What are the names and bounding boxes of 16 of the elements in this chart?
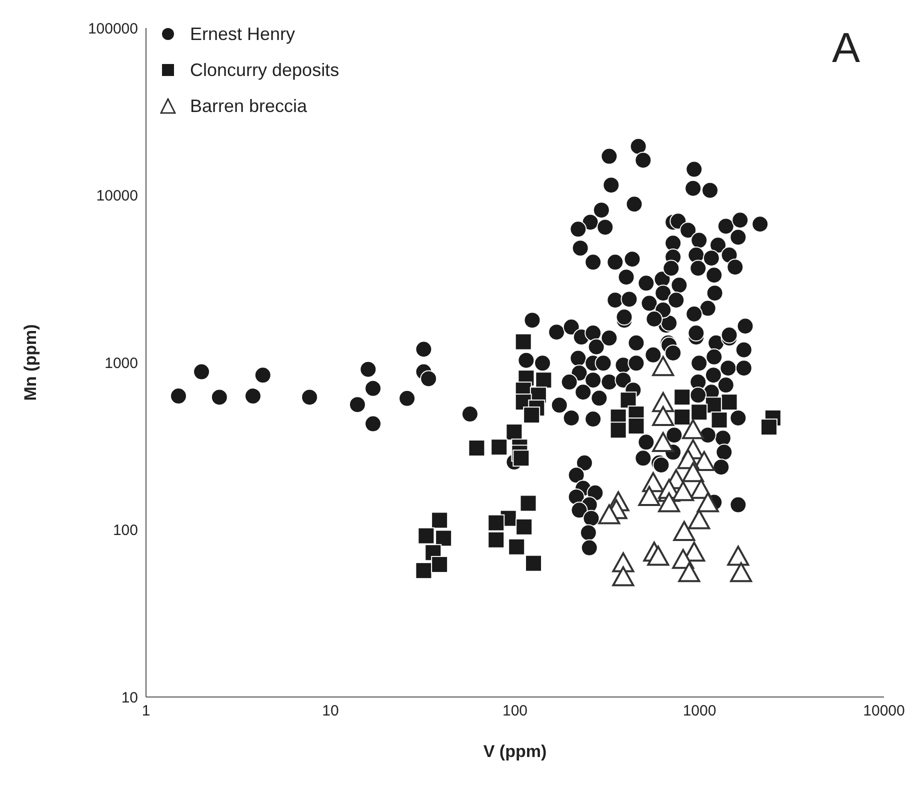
y-axis-title: Mn (ppm) [21, 324, 40, 401]
legend-label: Ernest Henry [190, 24, 296, 44]
y-tick-label: 100 [112, 522, 138, 540]
y-tick-label: 10 [121, 689, 138, 706]
x-tick-label: 1000 [682, 702, 716, 720]
y-tick-label: 10000 [96, 188, 138, 205]
y-tick-label: 1000 [104, 354, 138, 372]
x-tick-label: 10 [322, 702, 339, 720]
x-tick-label: 1 [142, 702, 150, 720]
x-axis-title: V (ppm) [483, 742, 547, 761]
annotation: A [832, 24, 860, 72]
x-tick-label: 10000 [863, 702, 905, 720]
legend-label: Cloncurry deposits [190, 60, 340, 80]
legend-label: Barren breccia [190, 96, 308, 116]
x-tick-label: 100 [502, 702, 528, 720]
y-tick-label: 100000 [88, 20, 138, 38]
